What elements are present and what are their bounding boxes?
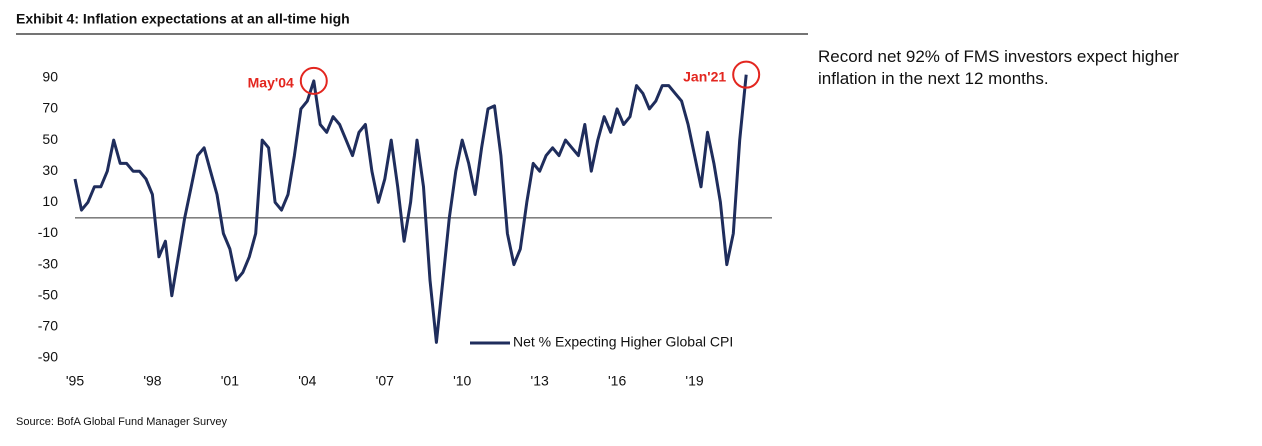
y-tick-label: 10	[42, 193, 58, 209]
chart: Exhibit 4: Inflation expectations at an …	[16, 11, 808, 428]
x-tick-label: '01	[221, 373, 239, 389]
x-tick-label: '95	[66, 373, 84, 389]
x-tick-label: '13	[531, 373, 549, 389]
y-tick-label: -70	[38, 318, 58, 334]
y-tick-label: -50	[38, 286, 58, 302]
y-tick-label: -90	[38, 349, 58, 365]
legend-label: Net % Expecting Higher Global CPI	[513, 334, 733, 350]
annotation-label: Jan'21	[683, 68, 726, 84]
chart-title: Exhibit 4: Inflation expectations at an …	[16, 11, 350, 27]
annotation-circle	[732, 60, 761, 89]
source: Source: BofA Global Fund Manager Survey	[16, 416, 227, 428]
y-tick-label: -10	[38, 224, 58, 240]
y-tick-label: 30	[42, 162, 58, 178]
x-tick-label: '19	[685, 373, 703, 389]
series-line	[73, 74, 748, 344]
y-tick-label: -30	[38, 255, 58, 271]
y-tick-label: 70	[42, 100, 58, 116]
x-tick-label: '10	[453, 373, 471, 389]
y-tick-label: 90	[42, 68, 58, 84]
annotation-label: May'04	[248, 75, 294, 91]
x-tick-label: '98	[143, 373, 161, 389]
note: Record net 92% of FMS investors expect h…	[818, 47, 1179, 88]
annotation-circle	[299, 66, 328, 95]
y-tick-label: 50	[42, 131, 58, 147]
x-tick-label: '07	[376, 373, 394, 389]
x-tick-label: '04	[298, 373, 316, 389]
x-tick-label: '16	[608, 373, 626, 389]
